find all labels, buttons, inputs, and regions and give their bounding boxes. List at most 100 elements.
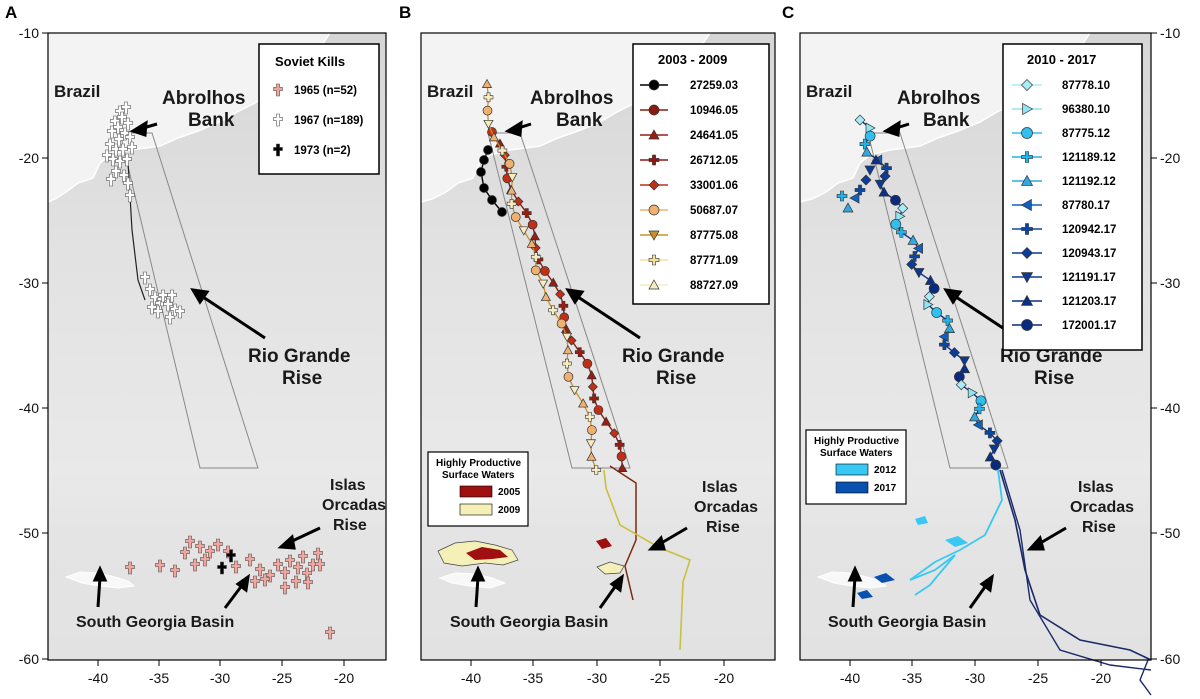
triangle-up-icon: [907, 234, 919, 245]
plus-icon: [584, 411, 595, 422]
x-axis-b: -40 -35 -30 -25 -20: [461, 660, 734, 686]
triangle-down-icon: [864, 165, 876, 176]
productive-waters-2005: [596, 538, 612, 549]
plus-icon: [521, 208, 532, 218]
track-2017: [1139, 659, 1152, 696]
triangle-up-icon: [506, 185, 517, 195]
triangle-up-icon: [842, 202, 854, 213]
legend-2010-2017: 2010 - 2017 87778.10 96380.10 87775.12 1211…: [1002, 43, 1143, 351]
x-tick: -35: [149, 670, 169, 686]
triangle-down-icon: [958, 356, 971, 367]
diamond-icon: [948, 347, 960, 359]
productive-waters-2005: [466, 547, 508, 560]
triangle-right-icon: [923, 298, 934, 311]
diamond-icon: [923, 291, 935, 303]
diamond-icon: [906, 258, 918, 270]
x-tick: -20: [334, 670, 354, 686]
circle-icon: [497, 207, 507, 217]
triangle-right-icon: [967, 387, 978, 399]
label-abrolhos-2: Bank: [188, 110, 235, 131]
circle-icon: [616, 451, 627, 462]
y-tick: -30: [19, 275, 39, 291]
circle-icon: [587, 425, 597, 435]
triangle-down-icon: [518, 226, 529, 236]
circle-icon: [890, 194, 901, 206]
triangle-down-icon: [1020, 272, 1034, 284]
circle-icon: [556, 318, 567, 329]
legend-title: Highly Productive: [436, 458, 521, 469]
circle-icon: [928, 283, 940, 294]
panel-letter: B: [399, 3, 411, 22]
plus-icon: [854, 184, 866, 196]
triangle-down-icon: [507, 173, 518, 183]
panel-b: B Brazil Abrolhos Bank Rio Grande Rise I…: [399, 3, 776, 686]
triangle-down-icon: [648, 230, 660, 241]
plus-icon: [909, 251, 920, 262]
triangle-up-icon: [969, 411, 981, 422]
circle-icon: [483, 145, 493, 155]
track-27259: [476, 145, 507, 217]
legend-item-label: 87775.08: [690, 230, 739, 242]
plus-icon: [939, 339, 950, 350]
diamond-icon: [955, 379, 967, 391]
legend-item-label: 121203.17: [1062, 296, 1116, 308]
label-abrolhos-1: Abrolhos: [897, 88, 980, 109]
plus-icon: [531, 252, 541, 262]
legend-item-label: 87780.17: [1062, 200, 1110, 212]
legend-item-label: 26712.05: [690, 155, 739, 167]
triangle-up-icon: [526, 238, 537, 248]
legend-item-label: 50687.07: [690, 205, 738, 217]
triangle-up-icon: [861, 146, 873, 157]
diamond-icon: [860, 174, 872, 186]
diamond-icon: [555, 289, 566, 300]
y-tick: -40: [19, 400, 39, 416]
legend-item-label: 87771.09: [690, 255, 738, 267]
productive-waters-2012: [945, 536, 968, 547]
diamond-icon: [897, 202, 909, 214]
legend-item-label: 88727.09: [690, 280, 738, 292]
plus-icon: [562, 358, 572, 369]
panel-letter: C: [782, 3, 794, 22]
track-2017: [1001, 469, 1152, 671]
label-rio-grande-1: Rio Grande: [248, 346, 350, 367]
triangle-down-icon: [913, 268, 925, 279]
label-south-georgia: South Georgia Basin: [450, 614, 608, 631]
circle-icon: [648, 104, 660, 116]
circle-icon: [1021, 127, 1033, 139]
triangle-right-icon: [865, 122, 876, 134]
x-tick: -30: [965, 670, 985, 686]
label-brazil: Brazil: [54, 82, 100, 101]
southern-ocean: [800, 525, 1151, 660]
legend-item-label: 120942.17: [1062, 224, 1116, 236]
triangle-up-icon: [984, 451, 996, 462]
legend-item-label: 96380.10: [1062, 104, 1110, 116]
plus-icon: [896, 227, 907, 238]
track-blue-series: [836, 114, 1003, 471]
arrows: [92, 120, 321, 609]
circle-icon: [540, 266, 550, 276]
circle-icon: [479, 183, 489, 193]
productive-waters-2009: [596, 561, 625, 575]
legend-title: Surface Waters: [820, 448, 893, 459]
legend-title: Highly Productive: [814, 436, 899, 447]
legend-productive-waters: Highly Productive Surface Waters 2012 20…: [805, 429, 907, 505]
plus-icon: [836, 190, 848, 202]
label-islas-1: Islas: [1078, 479, 1114, 496]
label-south-georgia: South Georgia Basin: [828, 614, 986, 631]
plus-icon: [974, 403, 985, 415]
y-tick: -40: [1160, 400, 1180, 416]
panel-a: A Brazil Abrolhos Bank Rio Grande Rise I…: [5, 3, 387, 686]
legend-item-label: 172001.17: [1062, 320, 1116, 332]
circle-icon: [482, 105, 493, 116]
circle-icon: [931, 307, 942, 318]
legend-swatch: [835, 481, 869, 494]
triangle-down-icon: [988, 444, 1000, 455]
x-tick: -35: [902, 670, 922, 686]
triangle-up-icon: [1020, 294, 1034, 306]
triangle-up-icon: [1020, 174, 1034, 186]
panel-c: C Brazil Abrolhos Bank Rio Grande Rise I…: [782, 3, 1180, 696]
label-islas-3: Rise: [1082, 519, 1116, 536]
x-tick: -25: [272, 670, 292, 686]
legend-title: Surface Waters: [442, 470, 515, 481]
